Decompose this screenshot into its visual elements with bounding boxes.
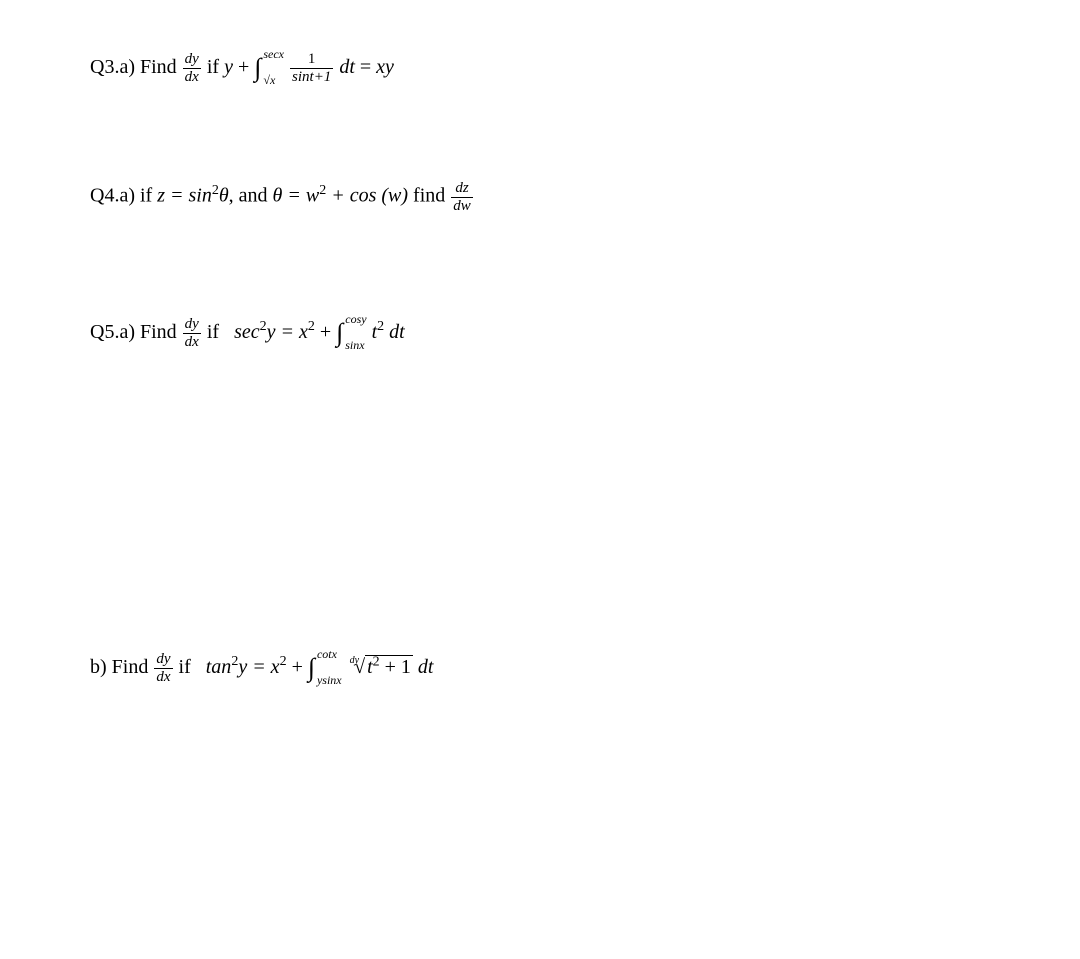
q5b-upper: cotx [317, 648, 342, 660]
q5a-lower: sinx [345, 339, 366, 351]
q3-lower: √x [263, 74, 284, 86]
q5b-tan: tan [206, 656, 232, 678]
q5a-y-eq: y = x [267, 321, 308, 343]
q4-theta2: θ = w [273, 185, 320, 207]
q5a-dt: dt [384, 321, 405, 343]
q3-derivative: dy dx [183, 51, 201, 85]
q3-dt: dt [339, 56, 355, 78]
q4-dz: dz [451, 180, 473, 198]
q5a-dy: dy [183, 316, 201, 334]
q3-y: y [224, 56, 233, 78]
q4-plus-cos: + cos (w) [326, 185, 408, 207]
q5a-plus: + [315, 321, 336, 343]
q5b-sqrt-plus-one: + 1 [380, 656, 411, 678]
q4-z-eq: z = sin [157, 185, 212, 207]
q3-int-limits: secx √x [263, 56, 284, 80]
q3-dx: dx [183, 69, 201, 86]
q4-theta: θ [219, 185, 229, 207]
q5b-root-index: dy [350, 655, 359, 666]
q4-dw: dw [451, 198, 473, 215]
integral-symbol: ∫ [254, 50, 261, 86]
q5b-dx: dx [154, 669, 172, 686]
q5a-int-limits: cosy sinx [345, 321, 366, 345]
q5b-derivative: dy dx [154, 651, 172, 685]
q4-sin-power: 2 [212, 183, 219, 198]
q3-integrand-frac: 1 sint+1 [290, 51, 333, 85]
q5b-x-power: 2 [280, 654, 287, 669]
q5a-derivative: dy dx [183, 316, 201, 350]
q3-if: if [207, 56, 219, 78]
question-5a: Q5.a) Find dy dx if sec2y = x2 + ∫ cosy … [90, 315, 405, 351]
q5a-sec: sec [234, 321, 260, 343]
question-3a: Q3.a) Find dy dx if y + ∫ secx √x 1 sint… [90, 50, 394, 86]
q5b-plus: + [287, 656, 308, 678]
question-4a: Q4.a) if z = sin2θ, and θ = w2 + cos (w)… [90, 180, 474, 214]
q5a-x-power: 2 [308, 319, 315, 334]
q4-find: find [413, 185, 445, 207]
q5a-upper: cosy [345, 313, 366, 325]
q3-prompt: Find [140, 56, 177, 78]
q5b-lower: ysinx [317, 674, 342, 686]
q5b-int-limits: cotx ysinx [317, 656, 342, 680]
q5a-prompt: Find [140, 321, 177, 343]
q3-equals: = [360, 56, 371, 78]
q4-label: Q4.a) [90, 185, 135, 207]
q5b-y-eq: y = x [238, 656, 279, 678]
q4-derivative: dz dw [451, 180, 473, 214]
integral-symbol: ∫ [336, 315, 343, 351]
q5b-sqrt-t-power: 2 [373, 654, 380, 669]
q3-frac-num: 1 [290, 51, 333, 69]
q3-label: Q3.a) [90, 56, 135, 78]
q5a-if: if [207, 321, 219, 343]
q5b-dt: dt [413, 656, 434, 678]
q3-upper: secx [263, 48, 284, 60]
q3-frac-den: sint+1 [290, 69, 333, 86]
q3-rhs: xy [376, 56, 394, 78]
q3-dy: dy [183, 51, 201, 69]
q5b-label: b) [90, 656, 107, 678]
q4-comma-and: , and [229, 185, 268, 207]
q5a-sec-power: 2 [260, 319, 267, 334]
q5b-sqrt-content: t2 + 1 [365, 655, 413, 678]
question-5b: b) Find dy dx if tan2y = x2 + ∫ cotx ysi… [90, 650, 433, 686]
q5a-label: Q5.a) [90, 321, 135, 343]
integral-symbol: ∫ [308, 650, 315, 686]
q3-plus: + [238, 56, 249, 78]
q5b-prompt: Find [112, 656, 149, 678]
q5b-dy: dy [154, 651, 172, 669]
q5a-dx: dx [183, 334, 201, 351]
q5b-if: if [179, 656, 191, 678]
q4-if: if [140, 185, 152, 207]
